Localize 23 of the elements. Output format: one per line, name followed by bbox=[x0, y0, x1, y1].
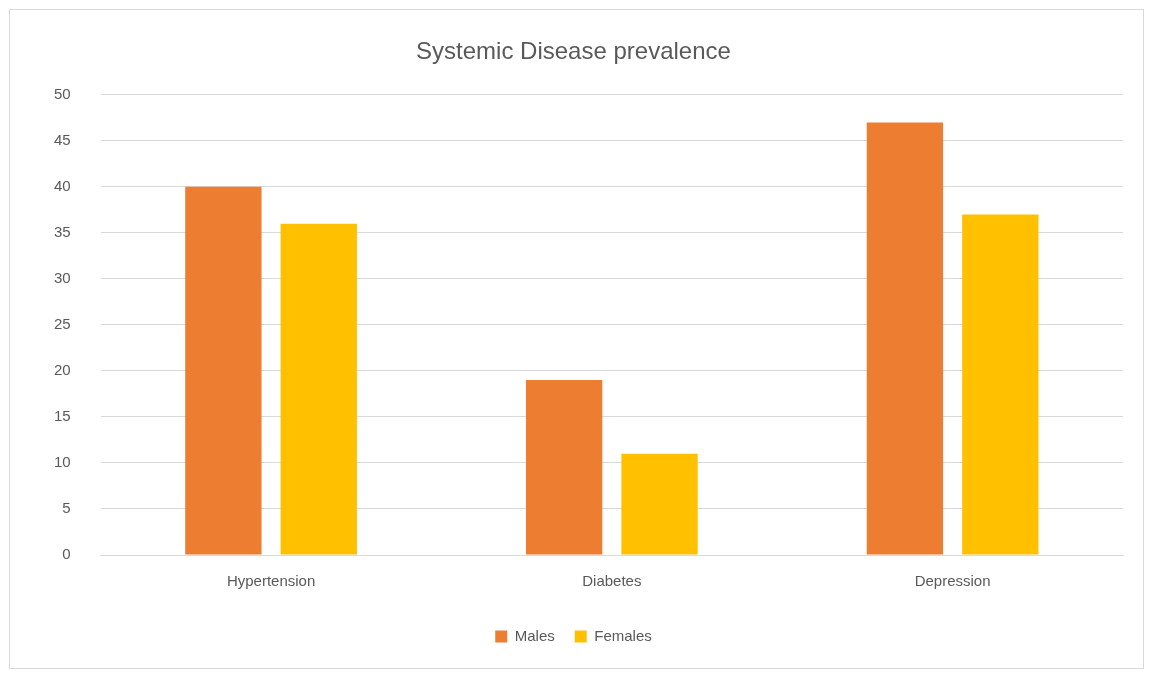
bar bbox=[525, 380, 603, 555]
bar bbox=[866, 122, 944, 555]
y-tick-label: 35 bbox=[54, 223, 71, 240]
y-tick-label: 25 bbox=[54, 315, 71, 333]
bar bbox=[185, 186, 262, 555]
y-tick-label: 40 bbox=[54, 176, 71, 194]
chart-title: Systemic Disease prevalence bbox=[416, 37, 731, 65]
bar bbox=[280, 223, 357, 555]
x-tick-label: Diabetes bbox=[582, 572, 642, 590]
y-tick-label: 15 bbox=[54, 407, 71, 425]
y-tick-label: 5 bbox=[62, 499, 71, 517]
legend-label: Males bbox=[514, 626, 555, 644]
y-tick-label: 0 bbox=[62, 545, 71, 563]
y-tick-label: 20 bbox=[54, 361, 71, 379]
legend-label: Females bbox=[594, 626, 652, 644]
y-tick-label: 30 bbox=[54, 269, 71, 287]
x-tick-label: Hypertension bbox=[226, 572, 316, 590]
bar bbox=[962, 214, 1039, 555]
y-tick-label: 10 bbox=[54, 453, 71, 471]
y-tick-label: 45 bbox=[54, 130, 71, 148]
y-tick-label: 50 bbox=[54, 84, 71, 102]
x-tick-label: Depression bbox=[914, 572, 991, 590]
bar bbox=[621, 453, 698, 555]
